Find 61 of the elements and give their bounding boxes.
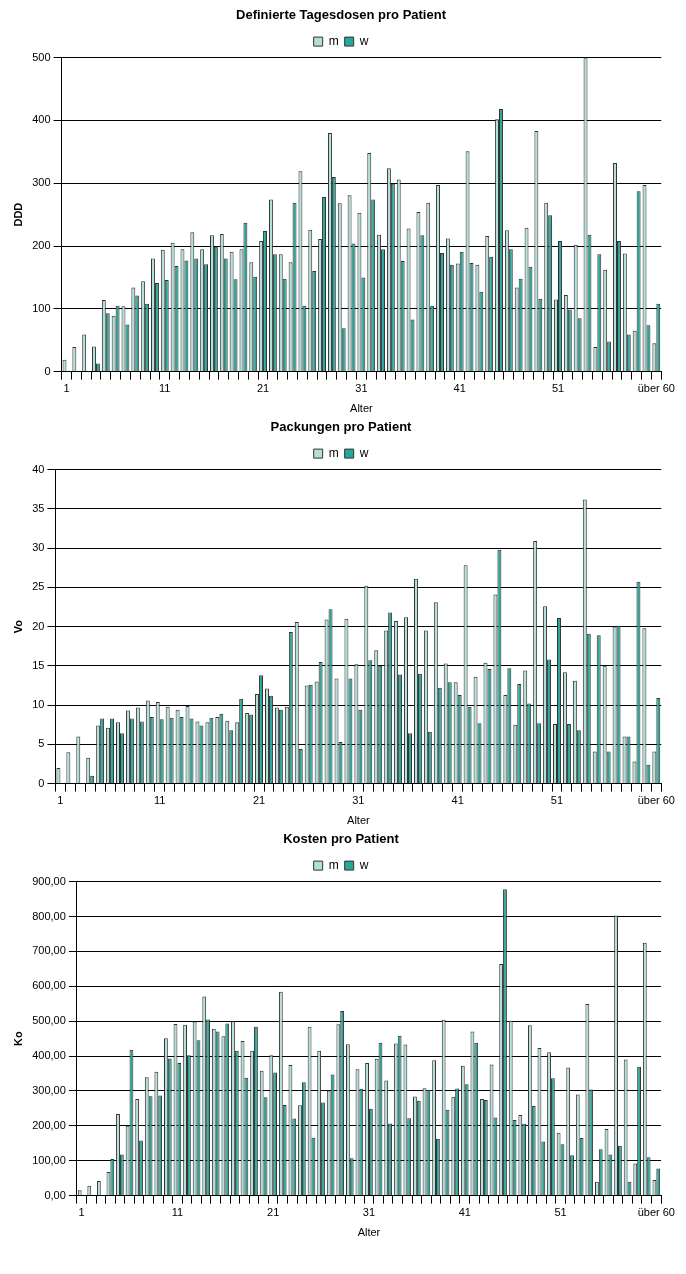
x-tick-label: 51 (550, 794, 564, 807)
y-tick-label: 200 (32, 239, 51, 252)
y-tick-label: 500 (32, 50, 51, 63)
y-tick-label: 0 (44, 364, 51, 377)
x-tick-label: über 60 (637, 382, 675, 395)
x-tick-label: 11 (154, 794, 166, 807)
y-tick-label: 800,00 (32, 909, 66, 922)
y-tick-label: 40 (32, 462, 45, 475)
x-tick-label: über 60 (637, 794, 675, 807)
x-tick-label: 21 (267, 1206, 280, 1219)
y-tick-label: 300,00 (32, 1083, 66, 1096)
y-tick-label: 30 (32, 541, 45, 554)
y-tick-label: 25 (32, 580, 45, 593)
y-tick-label: 500,00 (32, 1014, 66, 1027)
y-tick-label: 300 (32, 176, 51, 189)
x-tick-label: 21 (256, 382, 270, 395)
x-tick-label: 11 (159, 382, 171, 395)
y-tick-label: 0,00 (44, 1188, 66, 1201)
y-tick-label: 10 (32, 698, 45, 711)
y-axis-title: Vo (11, 619, 24, 634)
y-axis-title: DDD (11, 202, 24, 227)
y-tick-label: 400,00 (32, 1049, 66, 1062)
x-tick-label: 21 (252, 794, 266, 807)
x-axis-title: Alter (347, 814, 370, 827)
x-tick-label: 41 (451, 794, 464, 807)
legend-label: w (358, 33, 369, 48)
x-tick-label: 1 (57, 794, 64, 807)
y-tick-label: 400 (32, 113, 51, 126)
y-tick-label: 0 (38, 776, 45, 789)
y-tick-label: 700,00 (32, 944, 66, 957)
x-axis-title: Alter (350, 402, 374, 415)
y-tick-label: 600,00 (32, 979, 66, 992)
legend-label: m (328, 445, 339, 460)
x-tick-label: 31 (362, 1206, 376, 1219)
y-tick-label: 15 (32, 658, 45, 671)
y-tick-label: 900,00 (32, 874, 66, 887)
x-tick-label: 1 (78, 1206, 85, 1219)
x-tick-label: 51 (554, 1206, 567, 1219)
y-axis-title: Ko (11, 1030, 24, 1046)
x-tick-label: 1 (63, 382, 70, 395)
x-tick-label: über 60 (637, 1206, 675, 1219)
legend-label: m (328, 857, 339, 872)
x-axis-title: Alter (357, 1226, 381, 1239)
chart-title: Kosten pro Patient (283, 831, 400, 847)
y-tick-label: 200,00 (32, 1118, 66, 1131)
y-tick-label: 20 (32, 619, 45, 632)
chart-title: Definierte Tagesdosen pro Patient (236, 7, 447, 23)
y-tick-label: 100,00 (32, 1153, 66, 1166)
y-tick-label: 5 (38, 737, 45, 750)
x-tick-label: 31 (355, 382, 368, 395)
chart-title: Packungen pro Patient (270, 419, 413, 435)
x-tick-label: 51 (551, 382, 565, 395)
y-tick-label: 35 (32, 501, 45, 514)
x-tick-label: 41 (453, 382, 466, 395)
x-tick-label: 41 (458, 1206, 471, 1219)
legend-label: w (358, 857, 369, 872)
legend-label: w (358, 445, 369, 460)
legend-label: m (328, 33, 339, 48)
x-tick-label: 31 (352, 794, 365, 807)
y-tick-label: 100 (32, 301, 51, 314)
x-tick-label: 11 (171, 1206, 184, 1219)
